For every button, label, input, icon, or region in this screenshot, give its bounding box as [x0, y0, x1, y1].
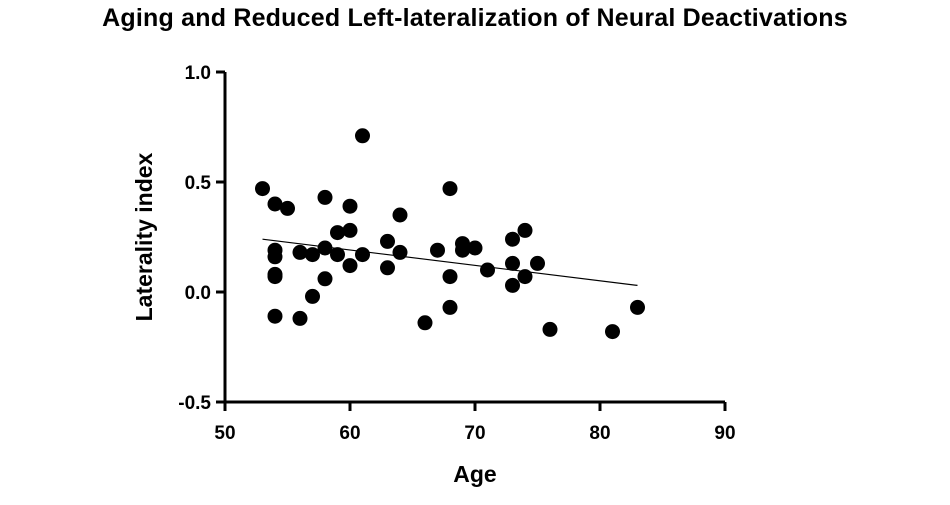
data-point — [505, 231, 520, 247]
data-point — [330, 225, 345, 241]
data-point — [280, 200, 295, 216]
data-point — [505, 255, 520, 271]
chart-title: Aging and Reduced Left-lateralization of… — [102, 4, 848, 32]
x-tick-label: 60 — [339, 423, 360, 444]
data-point — [355, 128, 370, 144]
data-point — [305, 288, 320, 304]
data-point — [480, 262, 495, 278]
data-point — [442, 269, 458, 285]
y-tick-label: 0.5 — [185, 173, 212, 194]
data-point — [267, 269, 283, 285]
x-tick-label: 50 — [214, 423, 235, 444]
data-point — [317, 271, 333, 287]
data-points — [255, 128, 645, 340]
data-point — [467, 240, 483, 256]
data-point — [392, 244, 408, 260]
data-point — [430, 242, 445, 258]
data-point — [380, 260, 395, 276]
data-point — [380, 233, 395, 249]
data-point — [255, 181, 270, 197]
data-point — [417, 315, 433, 331]
data-point — [292, 310, 308, 326]
data-point — [317, 240, 333, 256]
data-point — [342, 258, 358, 274]
axes: -0.5 0.0 0.5 1.0 50 60 70 80 90 — [178, 63, 735, 444]
data-point — [505, 277, 520, 293]
x-tick-label: 80 — [589, 423, 610, 444]
x-tick-label: 70 — [464, 423, 485, 444]
data-point — [267, 249, 283, 265]
data-point — [330, 247, 345, 263]
data-point — [392, 207, 408, 223]
data-point — [355, 247, 370, 263]
data-point — [605, 324, 620, 340]
y-axis-label: Laterality index — [131, 152, 157, 321]
data-point — [342, 198, 358, 214]
data-point — [530, 255, 545, 271]
data-point — [317, 189, 333, 205]
data-point — [517, 269, 533, 285]
x-axis-label: Age — [453, 461, 496, 487]
data-point — [292, 244, 308, 260]
data-point — [442, 299, 458, 315]
data-point — [342, 222, 358, 238]
data-point — [455, 242, 470, 258]
x-tick-label: 90 — [714, 423, 735, 444]
data-point — [267, 308, 283, 324]
data-point — [517, 222, 533, 238]
y-tick-label: 0.0 — [185, 283, 211, 304]
data-point — [442, 181, 458, 197]
data-point — [542, 321, 558, 337]
data-point — [305, 247, 320, 263]
data-point — [630, 299, 645, 315]
data-point — [267, 196, 283, 212]
y-tick-label: -0.5 — [178, 393, 211, 414]
y-tick-label: 1.0 — [185, 63, 211, 84]
